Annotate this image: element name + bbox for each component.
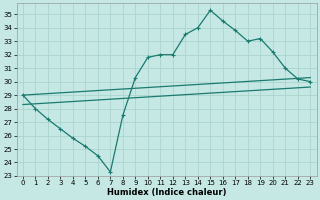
X-axis label: Humidex (Indice chaleur): Humidex (Indice chaleur) [107, 188, 226, 197]
